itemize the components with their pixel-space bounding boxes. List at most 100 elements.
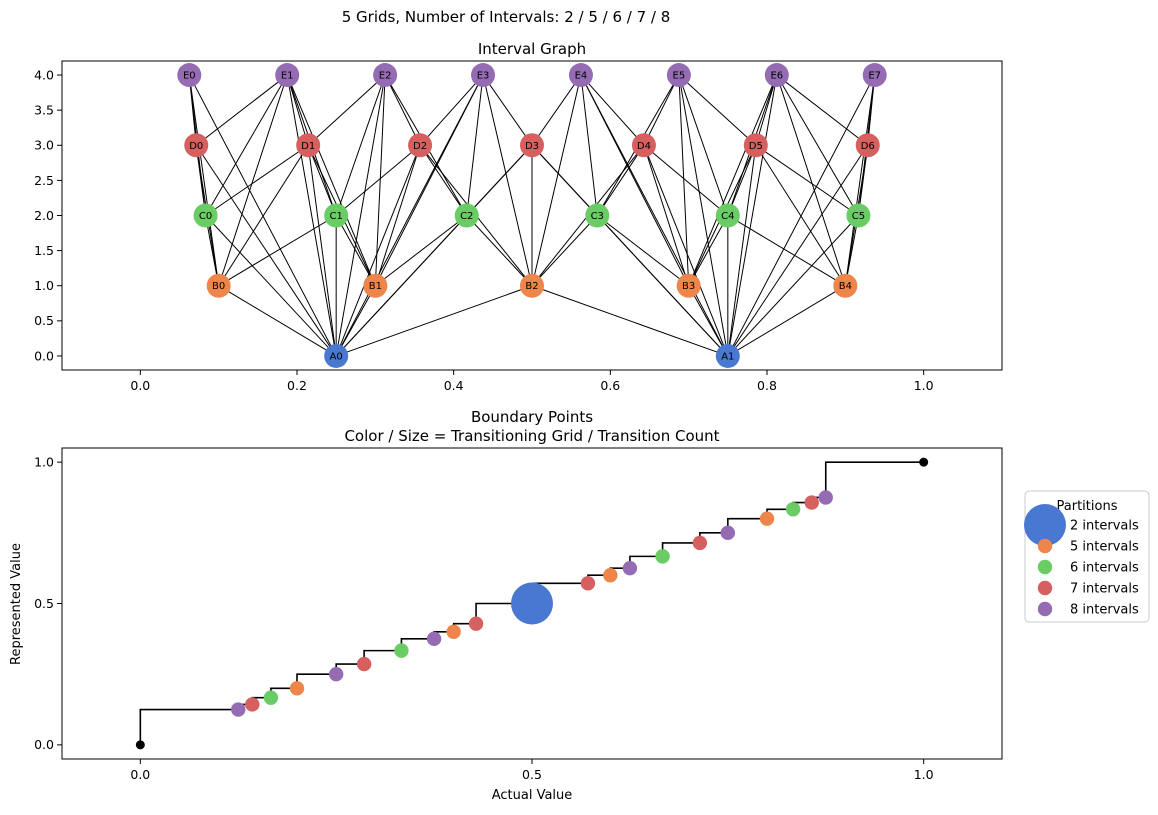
graph-node bbox=[275, 63, 300, 88]
legend-entries: 2 intervals 5 intervals 6 intervals 7 inter… bbox=[1024, 504, 1139, 618]
graph-edge bbox=[580, 74, 598, 216]
interval-graph-nodes: A0 A1 B0 B1 B2 B3 B4 C0 C1 C2 C3 C4 C5 D0 D1 D2 D3 D4 D5 D6… bbox=[177, 63, 887, 368]
graph-node-label: C2 bbox=[460, 211, 473, 222]
graph-edge bbox=[218, 74, 288, 286]
graph-edge bbox=[678, 74, 757, 146]
graph-edge bbox=[374, 74, 484, 286]
graph-edge bbox=[335, 74, 386, 216]
graph-edge bbox=[286, 74, 309, 146]
boundary-point bbox=[655, 549, 670, 564]
legend-marker bbox=[1037, 538, 1053, 554]
legend-label: 5 intervals bbox=[1070, 540, 1139, 555]
step-endpoint bbox=[135, 740, 145, 750]
legend-label: 2 intervals bbox=[1070, 519, 1139, 534]
y-tick-label: 3.5 bbox=[34, 103, 54, 118]
graph-edge bbox=[531, 74, 582, 146]
graph-edge bbox=[531, 285, 729, 357]
boundary-point bbox=[426, 631, 442, 647]
x-tick-label: 0.6 bbox=[600, 378, 620, 393]
graph-edge bbox=[205, 74, 288, 216]
legend-marker bbox=[1037, 559, 1053, 575]
graph-node-label: C5 bbox=[852, 211, 865, 222]
graph-edge bbox=[335, 144, 421, 216]
graph-edge bbox=[307, 145, 337, 216]
graph-node-label: D4 bbox=[637, 141, 651, 152]
graph-node-label: E0 bbox=[183, 71, 196, 82]
graph-node-label: C1 bbox=[329, 211, 342, 222]
y-tick-label: 1.0 bbox=[34, 455, 54, 470]
graph-node bbox=[715, 343, 740, 368]
boundary-x-label: Actual Value bbox=[492, 788, 573, 803]
figure-suptitle: 5 Grids, Number of Intervals: 2 / 5 / 6 … bbox=[342, 8, 671, 26]
graph-node-label: B4 bbox=[839, 281, 852, 292]
boundary-points-axes: Boundary Points Color / Size = Transitio… bbox=[9, 408, 1003, 803]
boundary-x-ticks: 0.0 0.5 1.0 bbox=[130, 759, 934, 782]
graph-edge bbox=[218, 285, 337, 357]
boundary-point bbox=[511, 582, 553, 625]
graph-edge bbox=[596, 144, 645, 216]
graph-edge bbox=[384, 74, 421, 146]
graph-node bbox=[666, 63, 691, 88]
legend-marker bbox=[1024, 504, 1066, 546]
graph-edge bbox=[375, 215, 468, 287]
graph-node-label: E6 bbox=[770, 71, 783, 82]
graph-node bbox=[363, 273, 388, 298]
graph-node bbox=[520, 133, 544, 158]
y-tick-label: 3.0 bbox=[34, 138, 54, 153]
graph-edge bbox=[286, 74, 337, 357]
graph-edge bbox=[286, 74, 376, 286]
graph-edge bbox=[844, 74, 876, 286]
graph-node bbox=[846, 203, 871, 228]
interval-graph-y-ticks: 0.0 0.5 1.0 1.5 2.0 2.5 3.0 3.5 4.0 bbox=[34, 67, 62, 363]
boundary-point bbox=[356, 656, 372, 672]
boundary-point bbox=[785, 502, 801, 517]
graph-node bbox=[324, 343, 349, 368]
graph-edge bbox=[307, 74, 386, 146]
boundary-point bbox=[580, 576, 596, 591]
boundary-points-title: Boundary Points bbox=[471, 408, 593, 426]
graph-node-label: A0 bbox=[330, 351, 343, 362]
graph-node-label: E5 bbox=[673, 71, 686, 82]
boundary-point bbox=[692, 535, 708, 551]
legend-title: Partitions bbox=[1057, 499, 1118, 514]
step-endpoint bbox=[919, 457, 929, 467]
y-tick-label: 2.5 bbox=[34, 173, 54, 188]
graph-edge bbox=[643, 144, 729, 216]
boundary-point bbox=[231, 702, 246, 717]
graph-edge bbox=[727, 145, 757, 216]
interval-graph-x-ticks: 0.0 0.2 0.4 0.6 0.8 1.0 bbox=[130, 370, 934, 393]
boundary-point bbox=[622, 560, 638, 576]
graph-node-label: B1 bbox=[369, 281, 382, 292]
x-tick-label: 0.0 bbox=[130, 378, 150, 393]
boundary-point bbox=[759, 511, 775, 526]
x-tick-label: 0.0 bbox=[130, 767, 150, 782]
y-tick-label: 0.0 bbox=[34, 348, 54, 363]
boundary-point bbox=[328, 666, 344, 682]
graph-edge bbox=[596, 215, 689, 287]
boundary-y-label: Represented Value bbox=[9, 543, 24, 665]
graph-node-label: E2 bbox=[379, 71, 392, 82]
boundary-point bbox=[394, 643, 409, 658]
y-tick-label: 0.0 bbox=[34, 737, 54, 752]
graph-node bbox=[184, 133, 209, 158]
graph-edge bbox=[419, 74, 484, 146]
interval-graph-title: Interval Graph bbox=[478, 40, 586, 58]
graph-edge bbox=[727, 74, 778, 357]
graph-node bbox=[631, 133, 656, 158]
legend-marker bbox=[1037, 601, 1053, 617]
boundary-point bbox=[263, 690, 279, 705]
graph-edge bbox=[205, 144, 309, 216]
graph-edge bbox=[195, 74, 288, 146]
boundary-point bbox=[603, 568, 618, 583]
graph-edge bbox=[643, 74, 680, 146]
graph-edge bbox=[580, 74, 645, 146]
graph-edge bbox=[188, 74, 337, 357]
boundary-point bbox=[468, 616, 484, 631]
graph-node bbox=[296, 133, 321, 158]
graph-node bbox=[193, 203, 218, 228]
graph-edge bbox=[374, 145, 421, 286]
y-tick-label: 1.0 bbox=[34, 278, 54, 293]
graph-edge bbox=[335, 74, 386, 357]
graph-edge bbox=[776, 74, 859, 216]
